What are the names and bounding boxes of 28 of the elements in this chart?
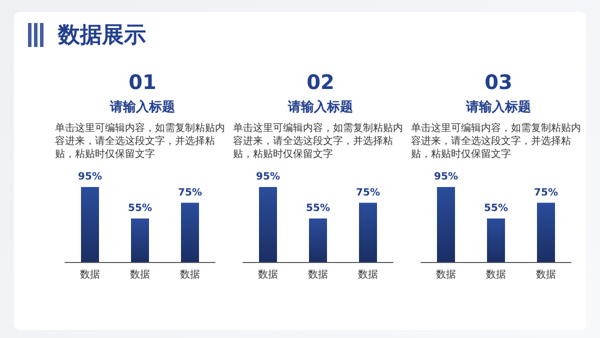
x-tick-label: 数据 <box>486 268 506 280</box>
x-tick-label: 数据 <box>358 268 378 280</box>
data-label: 75% <box>534 187 558 198</box>
data-label: 55% <box>484 203 508 214</box>
data-label: 95% <box>78 171 102 182</box>
data-label: 75% <box>178 187 202 198</box>
x-tick-label: 数据 <box>80 268 100 280</box>
text: 单击这里可编辑内容，如需复制粘贴内容进来，请全选这段文字，并选择粘贴，粘贴时仅保留文字 <box>233 122 404 161</box>
chart-title: 03 <box>484 70 514 94</box>
x-tick-label: 数据 <box>130 268 150 280</box>
chart-subtitle: 请输入标题 <box>108 100 176 116</box>
chart-title: 01 <box>128 70 158 94</box>
data-label: 95% <box>256 171 280 182</box>
text: 数据展示 <box>58 22 146 50</box>
data-label: 95% <box>434 171 458 182</box>
data-label: 55% <box>128 203 152 214</box>
text: 单击这里可编辑内容，如需复制粘贴内容进来，请全选这段文字，并选择粘贴，粘贴时仅保留文字 <box>55 122 226 161</box>
text: 单击这里可编辑内容，如需复制粘贴内容进来，请全选这段文字，并选择粘贴，粘贴时仅保留文字 <box>411 122 582 161</box>
chart-subtitle: 请输入标题 <box>464 100 532 116</box>
x-tick-label: 数据 <box>536 268 556 280</box>
chart-title: 02 <box>306 70 336 94</box>
x-tick-label: 数据 <box>308 268 328 280</box>
x-tick-label: 数据 <box>180 268 200 280</box>
x-tick-label: 数据 <box>258 268 278 280</box>
x-tick-label: 数据 <box>436 268 456 280</box>
chart-subtitle: 请输入标题 <box>286 100 354 116</box>
data-label: 55% <box>306 203 330 214</box>
data-label: 75% <box>356 187 380 198</box>
